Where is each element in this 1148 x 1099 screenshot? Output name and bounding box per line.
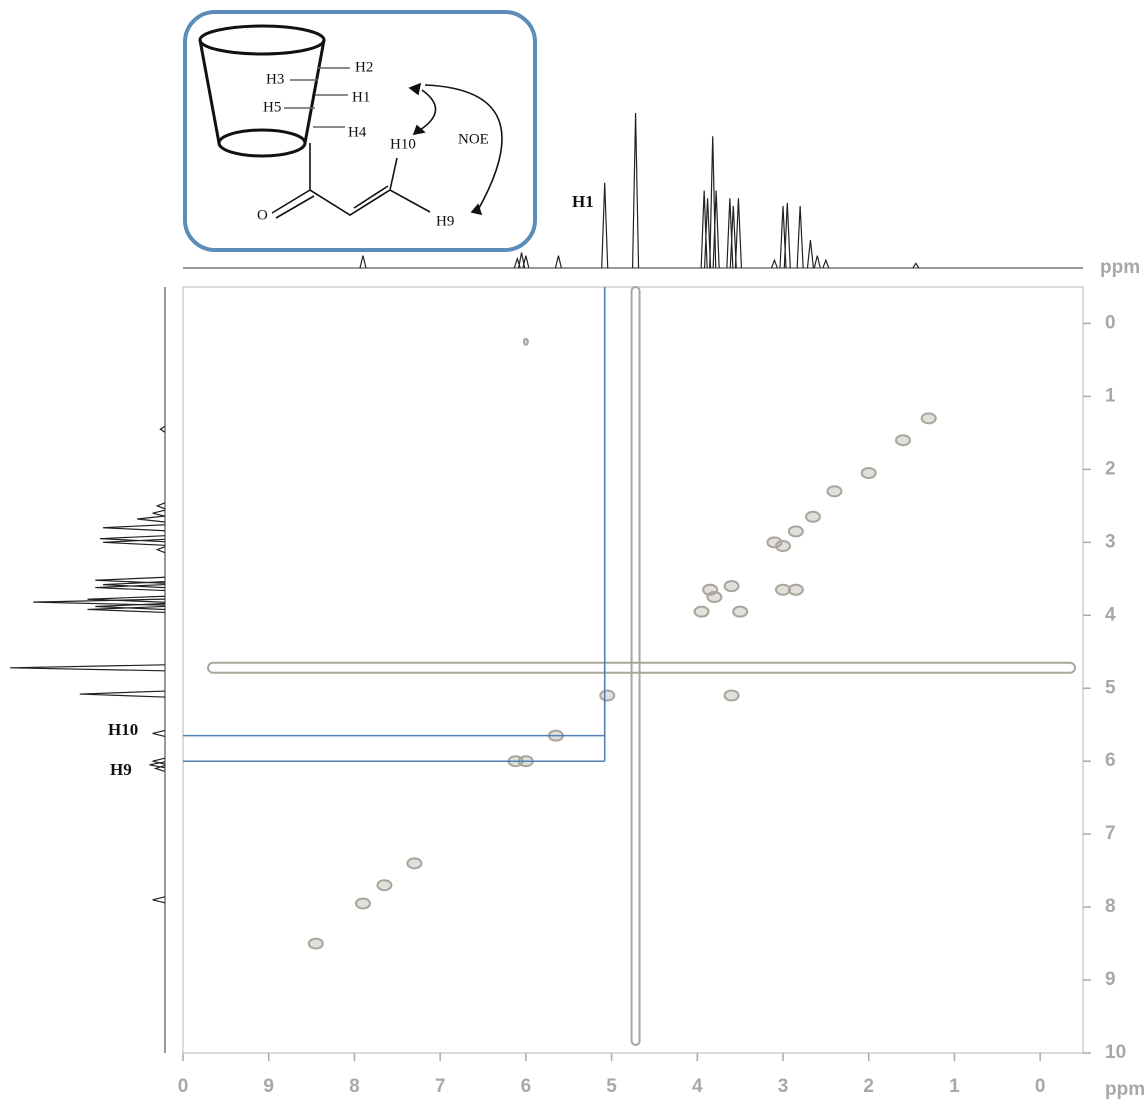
- cross-peak: [733, 607, 747, 617]
- projection-peak: [710, 136, 716, 268]
- projection-peak: [137, 516, 165, 522]
- projection-peak: [100, 536, 165, 542]
- inset-label: H5: [263, 99, 281, 115]
- projection-peak: [360, 256, 366, 268]
- y-tick-label: 4: [1105, 604, 1116, 625]
- annotation: H9: [110, 760, 132, 779]
- annotation: H1: [572, 192, 594, 211]
- x-tick-label: 5: [606, 1076, 617, 1097]
- y-tick-label: 8: [1105, 896, 1116, 917]
- projection-peak: [814, 256, 820, 268]
- y-tick-label: 9: [1105, 969, 1116, 990]
- projection-peak: [735, 198, 741, 268]
- cross-peak: [725, 691, 739, 701]
- inset-label: H9: [436, 213, 454, 229]
- cross-peak: [896, 435, 910, 445]
- projection-peak: [153, 730, 165, 736]
- cross-peak: [703, 585, 717, 595]
- bonds: [272, 143, 430, 218]
- y-tick-label: 10: [1105, 1042, 1126, 1063]
- noe-arrow: [420, 90, 436, 130]
- x-tick-label: 0: [1035, 1076, 1046, 1097]
- water-ridge: [632, 287, 640, 1045]
- x-tick-label: 6: [521, 1076, 532, 1097]
- projection-peak: [602, 183, 608, 268]
- cross-peak: [789, 585, 803, 595]
- y-tick-label: 0: [1105, 312, 1116, 333]
- y-tick-label: 2: [1105, 458, 1116, 479]
- projection-peak: [807, 240, 813, 268]
- x-tick-label: 3: [778, 1076, 789, 1097]
- y-tick-label: 7: [1105, 823, 1116, 844]
- projection-peak: [160, 426, 165, 432]
- x-tick-label: 8: [349, 1076, 360, 1097]
- cross-peak: [862, 468, 876, 478]
- y-tick-label: 6: [1105, 750, 1116, 771]
- projection-peak: [913, 263, 919, 268]
- cup-top: [200, 26, 324, 54]
- projection-peak: [10, 665, 165, 671]
- projection-peak: [523, 256, 529, 268]
- cross-peak: [922, 413, 936, 423]
- annotation: H10: [108, 720, 138, 739]
- cross-peak: [524, 339, 528, 345]
- projection-peak: [823, 260, 829, 268]
- cup-side: [200, 40, 219, 143]
- projection-peak: [157, 503, 165, 509]
- noe-arrow: [425, 85, 502, 210]
- x-tick-label: 2: [863, 1076, 874, 1097]
- y-tick-label: 3: [1105, 531, 1116, 552]
- cross-peak: [806, 512, 820, 522]
- projection-peak: [555, 256, 561, 268]
- inset-label: H4: [348, 124, 367, 140]
- projection-peak: [153, 897, 165, 903]
- y-tick-label: 1: [1105, 385, 1116, 406]
- projection-peak: [103, 525, 165, 531]
- inset-label: H3: [266, 71, 284, 87]
- inset-label: NOE: [458, 131, 489, 147]
- projection-peak: [633, 113, 639, 268]
- chart: H2 H3 H1 H5 H4 H10 NOE O H9 ppm ppm H1 H…: [0, 0, 1148, 1099]
- cross-peak: [356, 898, 370, 908]
- y-axis-unit: ppm: [1105, 1079, 1145, 1099]
- arrow-head: [410, 84, 424, 134]
- x-tick-label: 0: [178, 1076, 189, 1097]
- cross-peak: [407, 858, 421, 868]
- inset-label: H10: [390, 136, 416, 152]
- cross-peak: [309, 939, 323, 949]
- cross-peak: [725, 581, 739, 591]
- cross-peak: [695, 607, 709, 617]
- x-tick-label: 1: [949, 1076, 960, 1097]
- projection-peak: [797, 206, 803, 268]
- projection-peak: [153, 510, 165, 516]
- projection-peak: [95, 577, 165, 583]
- inset-label: O: [257, 207, 268, 223]
- inset-label: H1: [352, 89, 370, 105]
- x-axis-unit-top: ppm: [1100, 257, 1140, 278]
- cross-peak: [789, 526, 803, 536]
- x-tick-label: 4: [692, 1076, 703, 1097]
- molecule-inset: H2 H3 H1 H5 H4 H10 NOE O H9: [185, 12, 535, 250]
- cross-peak: [600, 691, 614, 701]
- projection-peak: [80, 691, 165, 697]
- cross-peak: [377, 880, 391, 890]
- inset-label: H2: [355, 59, 373, 75]
- projection-peak: [771, 260, 777, 268]
- water-ridge: [208, 663, 1075, 673]
- cross-peak: [767, 537, 781, 547]
- x-tick-label: 9: [263, 1076, 274, 1097]
- x-tick-label: 7: [435, 1076, 446, 1097]
- cup-bottom: [219, 130, 305, 156]
- projection-peak: [157, 547, 165, 553]
- projection-peak: [784, 203, 790, 268]
- y-tick-label: 5: [1105, 677, 1116, 698]
- cross-peak: [827, 486, 841, 496]
